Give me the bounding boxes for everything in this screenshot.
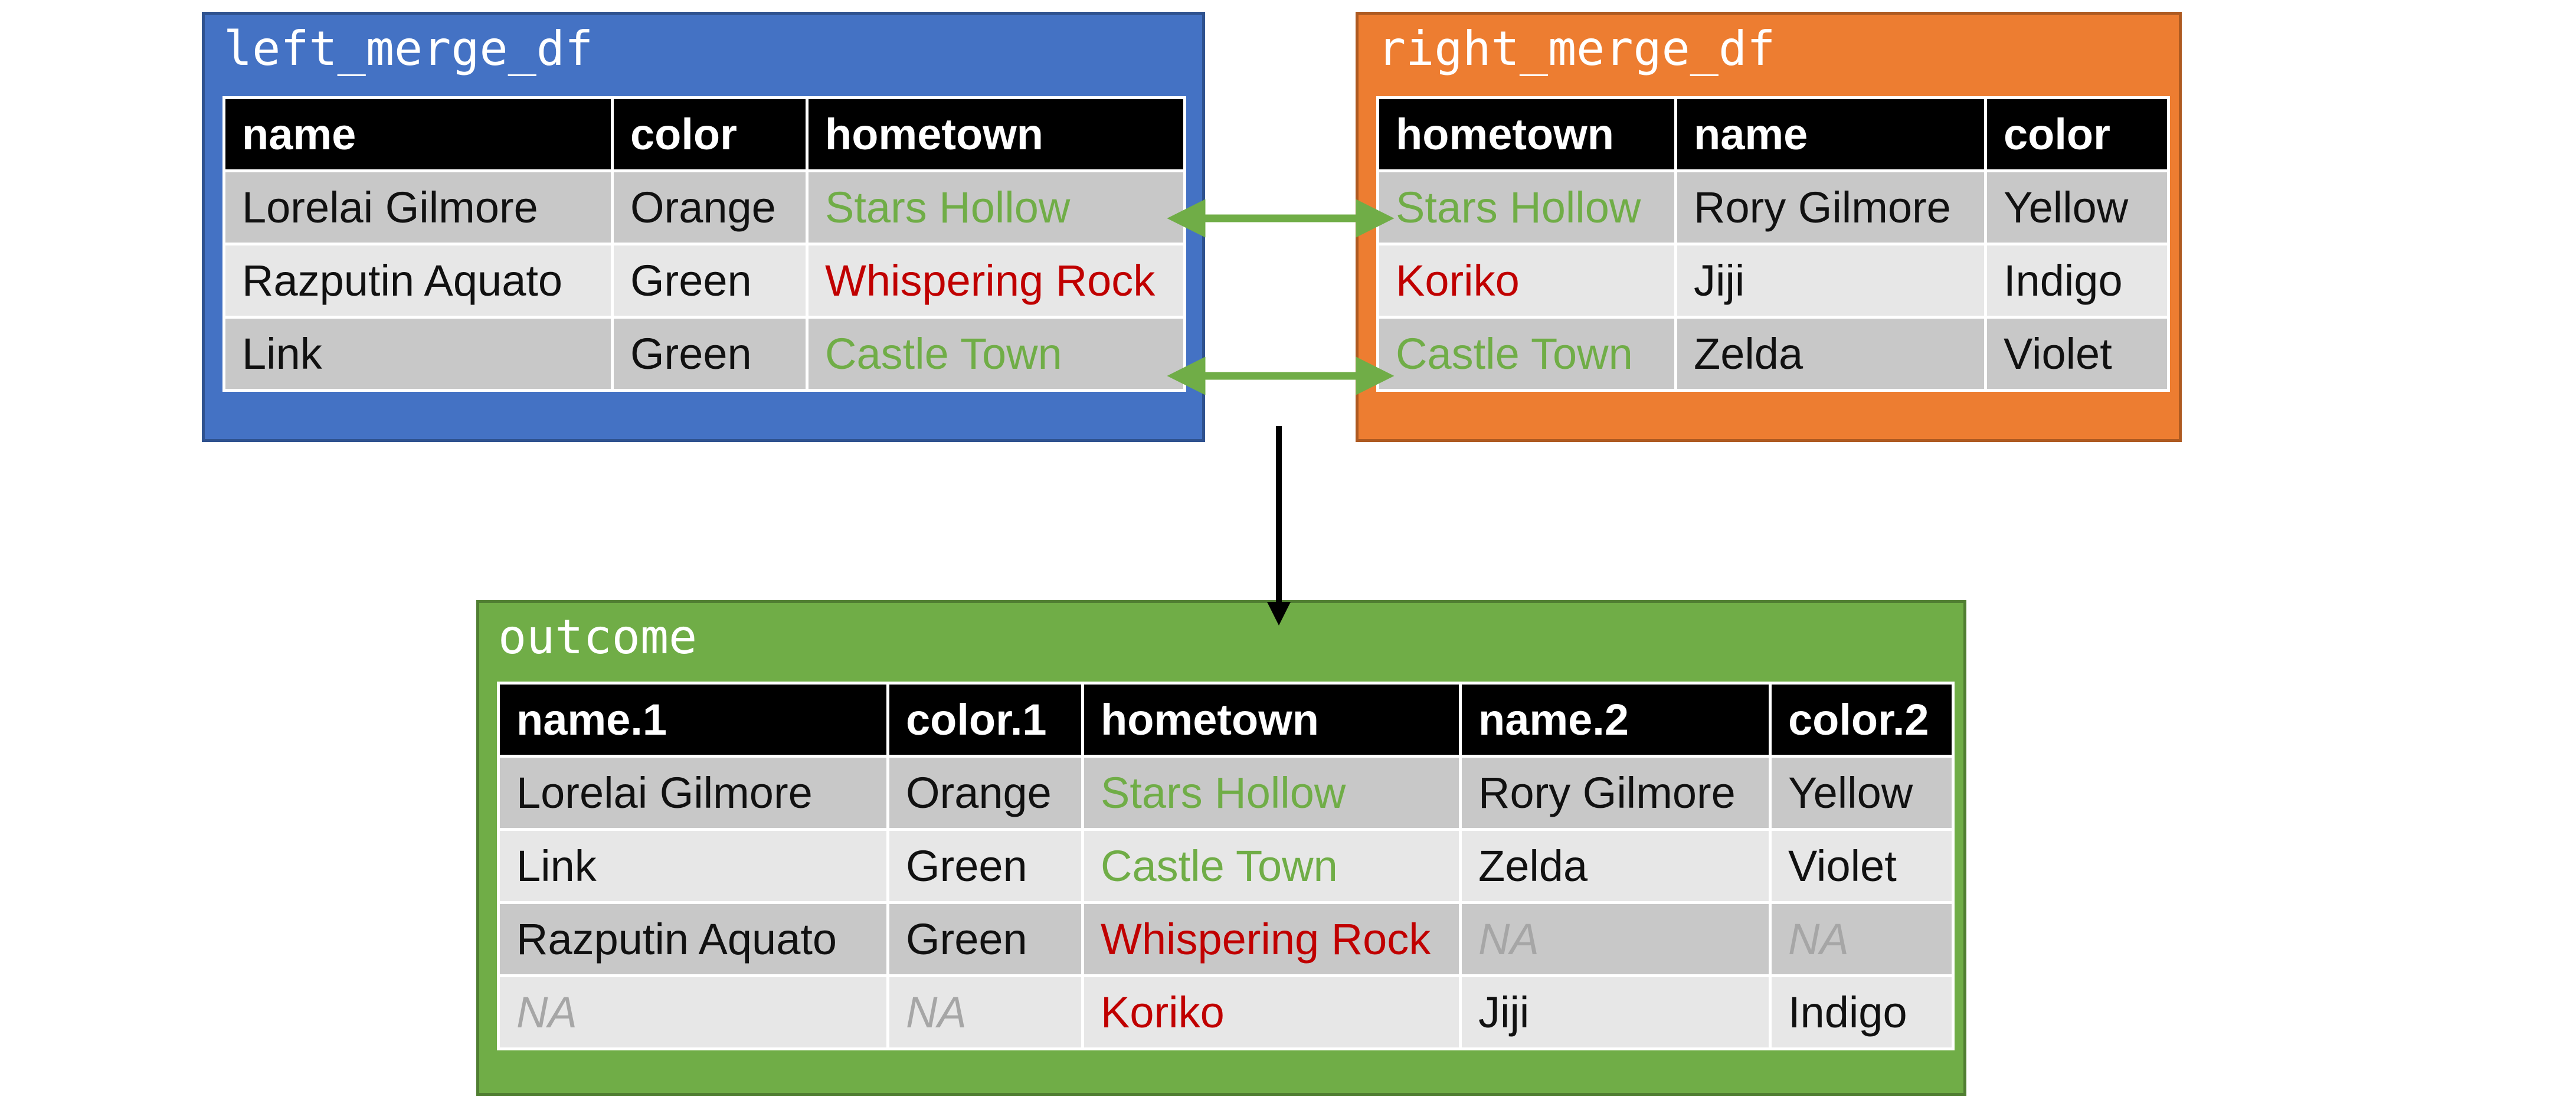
table-row: Lorelai Gilmore Orange Stars Hollow Rory… (497, 755, 1955, 831)
table-row: Razputin Aquato Green Whispering Rock NA… (497, 901, 1955, 977)
table-cell: Razputin Aquato (222, 243, 614, 319)
table-cell: Lorelai Gilmore (222, 169, 614, 245)
table-row: Link Green Castle Town (222, 316, 1186, 392)
outcome-panel: outcome name.1 color.1 hometown name.2 c… (476, 600, 1966, 1096)
table-cell: Jiji (1674, 243, 1987, 319)
table-row: Castle Town Zelda Violet (1376, 316, 2170, 392)
table-row: Stars Hollow Rory Gilmore Yellow (1376, 169, 2170, 245)
table-cell: Stars Hollow (806, 169, 1186, 245)
table-row: Koriko Jiji Indigo (1376, 243, 2170, 319)
column-header: color (1984, 96, 2170, 172)
table-cell: NA (497, 974, 889, 1050)
right-merge-df-panel: right_merge_df hometown name color Stars… (1356, 12, 2182, 442)
table-cell: Indigo (1984, 243, 2170, 319)
table-cell: Link (222, 316, 614, 392)
table-row: Razputin Aquato Green Whispering Rock (222, 243, 1186, 319)
outcome-title: outcome (498, 610, 698, 664)
table-cell: Zelda (1459, 828, 1772, 904)
left-merge-df-panel: left_merge_df name color hometown Lorela… (202, 12, 1205, 442)
table-cell: NA (1459, 901, 1772, 977)
table-cell: Green (886, 828, 1084, 904)
column-header: hometown (1081, 682, 1462, 758)
table-cell: Stars Hollow (1081, 755, 1462, 831)
table-cell: Koriko (1376, 243, 1677, 319)
table-cell: NA (886, 974, 1084, 1050)
left-merge-df-title: left_merge_df (224, 21, 594, 76)
table-cell: Razputin Aquato (497, 901, 889, 977)
header-row: name.1 color.1 hometown name.2 color.2 (497, 682, 1955, 758)
table-cell: Orange (886, 755, 1084, 831)
table-row: Link Green Castle Town Zelda Violet (497, 828, 1955, 904)
table-cell: NA (1769, 901, 1955, 977)
table-cell: Rory Gilmore (1459, 755, 1772, 831)
column-header: color.1 (886, 682, 1084, 758)
column-header: name.1 (497, 682, 889, 758)
column-header: name (1674, 96, 1987, 172)
column-header: color.2 (1769, 682, 1955, 758)
table-cell: Indigo (1769, 974, 1955, 1050)
table-cell: Yellow (1984, 169, 2170, 245)
table-cell: Green (611, 316, 809, 392)
column-header: name (222, 96, 614, 172)
table-cell: Jiji (1459, 974, 1772, 1050)
table-cell: Whispering Rock (1081, 901, 1462, 977)
table-cell: Violet (1769, 828, 1955, 904)
header-row: name color hometown (222, 96, 1186, 172)
table-cell: Zelda (1674, 316, 1987, 392)
table-row: NA NA Koriko Jiji Indigo (497, 974, 1955, 1050)
right-merge-df-table: hometown name color Stars Hollow Rory Gi… (1376, 96, 2170, 392)
table-cell: Green (611, 243, 809, 319)
table-cell: Violet (1984, 316, 2170, 392)
table-cell: Yellow (1769, 755, 1955, 831)
table-cell: Castle Town (1081, 828, 1462, 904)
table-cell: Castle Town (1376, 316, 1677, 392)
table-cell: Orange (611, 169, 809, 245)
table-cell: Koriko (1081, 974, 1462, 1050)
table-row: Lorelai Gilmore Orange Stars Hollow (222, 169, 1186, 245)
column-header: color (611, 96, 809, 172)
table-cell: Whispering Rock (806, 243, 1186, 319)
header-row: hometown name color (1376, 96, 2170, 172)
table-cell: Green (886, 901, 1084, 977)
table-cell: Lorelai Gilmore (497, 755, 889, 831)
table-cell: Link (497, 828, 889, 904)
table-cell: Stars Hollow (1376, 169, 1677, 245)
column-header: name.2 (1459, 682, 1772, 758)
outcome-table: name.1 color.1 hometown name.2 color.2 L… (497, 682, 1955, 1050)
table-cell: Castle Town (806, 316, 1186, 392)
column-header: hometown (1376, 96, 1677, 172)
table-cell: Rory Gilmore (1674, 169, 1987, 245)
left-merge-df-table: name color hometown Lorelai Gilmore Oran… (222, 96, 1186, 392)
right-merge-df-title: right_merge_df (1377, 21, 1776, 76)
column-header: hometown (806, 96, 1186, 172)
